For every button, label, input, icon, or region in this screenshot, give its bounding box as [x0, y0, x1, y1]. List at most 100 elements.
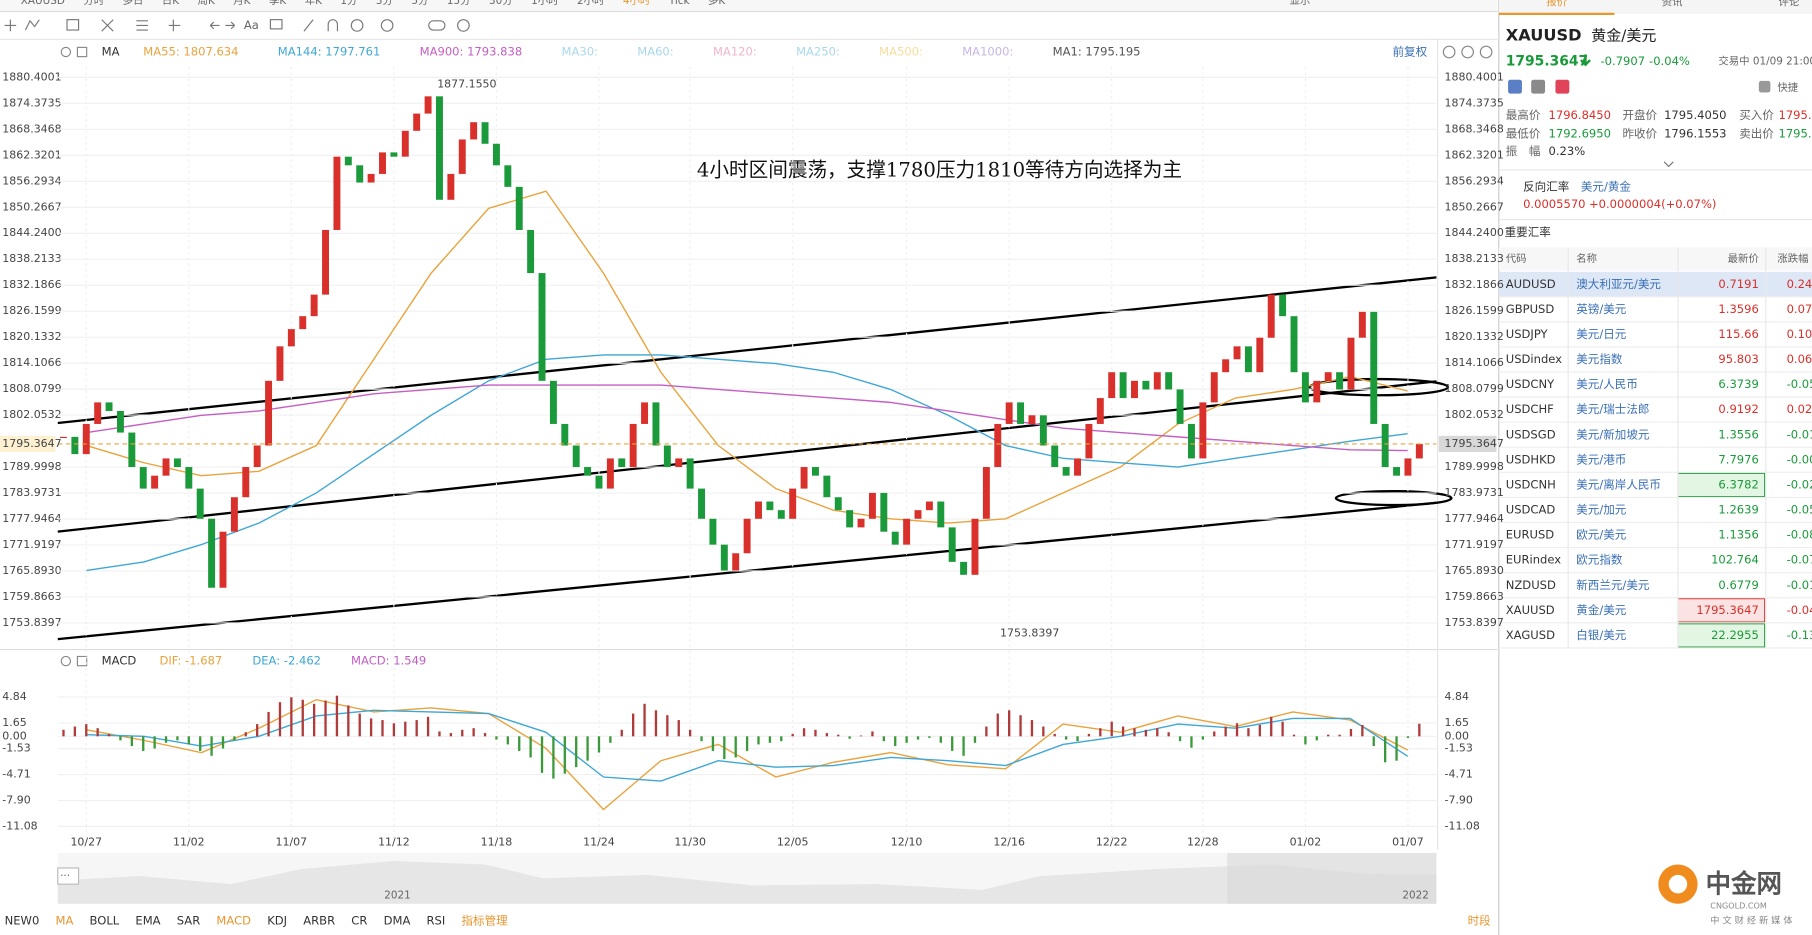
arch-tool[interactable] — [327, 19, 339, 32]
help-icon[interactable] — [1442, 45, 1456, 59]
period-tab[interactable]: 2小时 — [577, 0, 604, 7]
rate-code[interactable]: GBPUSD — [1506, 302, 1555, 316]
period-tab[interactable]: 周K — [198, 0, 216, 7]
indicator-tab[interactable]: MA — [56, 914, 74, 928]
indicator-line — [86, 354, 1408, 572]
font-tool[interactable]: Aa — [244, 18, 259, 32]
period-button[interactable]: 时段 — [1468, 914, 1492, 928]
rate-code[interactable]: USDCAD — [1506, 503, 1556, 517]
minus-icon[interactable] — [1461, 45, 1474, 59]
rate-code[interactable]: USDindex — [1506, 352, 1562, 366]
line-tool[interactable] — [24, 19, 40, 31]
candle — [356, 165, 364, 183]
arrow-tool[interactable] — [209, 21, 235, 30]
period-tab[interactable]: 3分 — [376, 0, 393, 7]
period-tab[interactable]: 季K — [269, 0, 287, 7]
display-menu[interactable]: 显示 — [1290, 0, 1311, 7]
navigator[interactable] — [57, 852, 1437, 904]
gear-icon[interactable] — [60, 655, 72, 667]
bell-icon[interactable] — [1758, 80, 1771, 93]
period-tab[interactable]: 15分 — [447, 0, 471, 7]
rate-code[interactable]: XAUUSD — [1506, 603, 1555, 617]
doc-icon[interactable] — [1531, 79, 1546, 94]
eye-icon[interactable] — [76, 655, 88, 667]
panel-tab[interactable]: 资讯 — [1662, 0, 1683, 8]
plus-icon[interactable] — [1479, 45, 1493, 59]
panel-tab[interactable]: 报价 — [1546, 0, 1567, 8]
ray-tool[interactable] — [303, 19, 314, 32]
rate-code[interactable]: USDCNY — [1506, 377, 1555, 391]
panel-icons[interactable] — [60, 45, 1493, 667]
indicator-tab[interactable]: SAR — [177, 914, 200, 928]
period-tab[interactable]: 1分 — [340, 0, 357, 7]
period-tab[interactable]: XAUUSD — [21, 0, 65, 7]
lines-tool[interactable] — [136, 20, 148, 31]
indicator-tab[interactable]: EMA — [135, 914, 160, 928]
rate-code[interactable]: USDCNH — [1506, 477, 1556, 491]
indicator-tab[interactable]: NEW0 — [5, 914, 40, 928]
rate-code[interactable]: USDHKD — [1506, 452, 1556, 466]
globe-icon[interactable] — [1508, 79, 1522, 94]
rate-code[interactable]: EURUSD — [1506, 528, 1555, 542]
fav-icon[interactable] — [1555, 79, 1570, 94]
macd-bar — [244, 732, 247, 737]
rect-tool[interactable] — [66, 19, 80, 31]
period-tab[interactable]: 年K — [305, 0, 323, 7]
fib-tool[interactable] — [168, 19, 181, 32]
rate-code[interactable]: AUDUSD — [1506, 277, 1556, 291]
period-tab[interactable]: 5分 — [411, 0, 428, 7]
indicator-name[interactable]: MA — [102, 45, 120, 59]
clock-tool[interactable] — [380, 19, 394, 32]
indicator-tab[interactable]: CR — [351, 914, 367, 928]
note-tool[interactable] — [269, 19, 283, 30]
period-tab[interactable]: 多日 — [123, 0, 144, 7]
crosshair-icon[interactable] — [4, 19, 17, 32]
settings-tool[interactable] — [457, 19, 470, 32]
candle — [1222, 359, 1230, 373]
indicator-tab[interactable]: MACD — [216, 914, 251, 928]
tool-icons[interactable] — [4, 19, 470, 32]
navigator-more-btn[interactable] — [57, 867, 80, 885]
indicator-tab[interactable]: DMA — [384, 914, 411, 928]
indicator-name[interactable]: MACD — [102, 654, 137, 668]
eye-icon[interactable] — [76, 46, 88, 58]
rate-code[interactable]: EURindex — [1506, 553, 1562, 567]
quote-pct: -0.04% — [1649, 54, 1690, 68]
quick-button[interactable]: 快捷 — [1777, 81, 1798, 94]
price-adjust[interactable]: 前复权 — [1393, 45, 1428, 59]
gear-icon[interactable] — [60, 46, 72, 58]
indicator-tab[interactable]: ARBR — [303, 914, 335, 928]
indicator-tab[interactable]: BOLL — [90, 914, 120, 928]
indicator-tab[interactable]: KDJ — [267, 914, 287, 928]
period-tab[interactable]: 多K — [708, 0, 726, 7]
candle — [436, 96, 443, 200]
candle — [686, 458, 694, 489]
indicator-tab[interactable]: 指标管理 — [461, 914, 508, 928]
rate-change: -0.07 — [1787, 553, 1812, 567]
rate-code[interactable]: NZDUSD — [1506, 578, 1556, 592]
period-tab[interactable]: Tick — [668, 0, 690, 7]
period-tab[interactable]: 4小时 — [623, 0, 650, 7]
rate-code[interactable]: USDCHF — [1506, 402, 1554, 416]
expand-icon[interactable] — [1663, 161, 1674, 168]
indicator-tab[interactable]: RSI — [427, 914, 446, 928]
period-tab[interactable]: 1小时 — [531, 0, 558, 7]
period-tab[interactable]: 30分 — [489, 0, 513, 7]
panel-tab[interactable]: 评论 — [1778, 0, 1799, 8]
rate-code[interactable]: USDSGD — [1506, 427, 1556, 441]
period-tab[interactable]: 月K — [233, 0, 251, 7]
stat-value: 1795.6 — [1778, 127, 1812, 141]
candle — [1017, 402, 1025, 424]
eye-tool[interactable] — [428, 20, 446, 31]
navigator-year: 2022 — [1402, 890, 1428, 902]
candle — [1142, 380, 1150, 390]
macd-bar — [335, 695, 339, 737]
period-tab[interactable]: 分时 — [83, 0, 104, 7]
rate-code[interactable]: USDJPY — [1506, 327, 1549, 341]
period-tab[interactable]: 日K — [162, 0, 180, 7]
cross-tool[interactable] — [101, 19, 114, 32]
rate-code[interactable]: XAGUSD — [1506, 628, 1555, 642]
circle-tool[interactable] — [350, 19, 364, 32]
navigator-window[interactable] — [1227, 852, 1437, 904]
navigator-more[interactable]: ··· — [60, 870, 70, 882]
